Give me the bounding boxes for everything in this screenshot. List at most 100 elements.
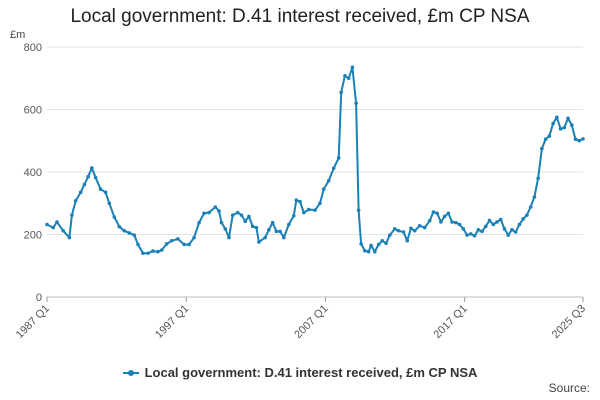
- data-point: [156, 249, 160, 254]
- data-point: [227, 235, 231, 240]
- data-point: [243, 219, 247, 224]
- data-point: [543, 137, 548, 141]
- source-label: Source:: [548, 381, 590, 395]
- data-point: [569, 123, 574, 127]
- data-point: [192, 235, 196, 240]
- data-point: [431, 210, 436, 214]
- data-point: [446, 211, 451, 216]
- data-point: [562, 125, 567, 130]
- y-tick-label: 400: [24, 167, 42, 179]
- data-point: [417, 223, 422, 228]
- data-point: [169, 238, 174, 243]
- data-point: [274, 229, 279, 234]
- y-axis-unit-label: £m: [10, 29, 26, 41]
- data-point: [207, 210, 211, 215]
- x-tick-label: 1997 Q1: [153, 303, 191, 341]
- data-point: [336, 156, 341, 160]
- data-point: [239, 213, 244, 217]
- data-point: [356, 208, 361, 212]
- data-point: [506, 233, 511, 237]
- data-point: [294, 198, 299, 202]
- data-point: [67, 235, 72, 240]
- data-point: [73, 198, 78, 203]
- data-point: [480, 229, 484, 234]
- data-point: [472, 233, 477, 238]
- data-point: [164, 242, 169, 246]
- data-point: [292, 213, 296, 218]
- data-point: [540, 146, 544, 151]
- data-point: [127, 231, 132, 235]
- data-point: [321, 187, 326, 191]
- data-point: [219, 220, 224, 225]
- legend-swatch-icon: [122, 369, 139, 376]
- data-point: [98, 187, 103, 191]
- data-point: [498, 217, 503, 222]
- data-point: [278, 229, 282, 234]
- data-point: [159, 248, 164, 252]
- data-point: [454, 220, 458, 225]
- data-point: [213, 205, 218, 209]
- data-point: [151, 249, 155, 253]
- data-point: [103, 190, 108, 195]
- data-point: [536, 176, 540, 181]
- data-point: [176, 237, 180, 241]
- data-point: [78, 190, 83, 195]
- data-point: [354, 101, 358, 106]
- data-point: [55, 220, 59, 224]
- data-point: [70, 213, 74, 217]
- data-point: [528, 205, 533, 209]
- data-point: [525, 213, 529, 217]
- data-point: [487, 218, 492, 223]
- data-point: [532, 195, 537, 199]
- data-point: [465, 233, 469, 237]
- data-point: [112, 215, 117, 219]
- data-point: [387, 233, 392, 237]
- data-point: [405, 238, 410, 243]
- data-point: [282, 235, 286, 240]
- data-point: [435, 211, 439, 216]
- data-point: [547, 134, 552, 138]
- data-point: [422, 225, 427, 230]
- data-point: [132, 233, 137, 237]
- data-point: [491, 222, 496, 227]
- data-point: [469, 232, 473, 236]
- data-point: [82, 182, 87, 187]
- data-point: [267, 228, 271, 232]
- data-point: [182, 242, 186, 247]
- data-point: [343, 73, 347, 78]
- data-point: [439, 220, 443, 224]
- data-point: [427, 218, 432, 223]
- data-point: [412, 228, 417, 233]
- data-point: [495, 220, 499, 224]
- data-point: [461, 227, 466, 231]
- data-point: [457, 222, 462, 227]
- data-point: [235, 210, 240, 215]
- x-tick-label: 1987 Q1: [14, 303, 52, 341]
- data-point: [117, 224, 122, 229]
- data-point: [366, 249, 371, 254]
- data-point: [45, 222, 49, 227]
- data-point: [566, 116, 570, 121]
- data-point: [254, 225, 259, 230]
- legend-label: Local government: D.41 interest received…: [144, 365, 478, 380]
- data-point: [257, 240, 261, 244]
- x-tick-label: 2007 Q1: [292, 303, 330, 341]
- data-point: [450, 220, 454, 224]
- data-point: [93, 175, 98, 180]
- y-tick-label: 200: [24, 230, 42, 242]
- data-point: [306, 207, 311, 212]
- y-tick-label: 0: [36, 292, 42, 304]
- data-point: [551, 121, 555, 126]
- data-point: [409, 226, 413, 231]
- data-point: [197, 220, 201, 225]
- data-point: [396, 228, 401, 233]
- data-point: [230, 213, 235, 217]
- x-tick-label: 2025 Q3: [550, 303, 588, 341]
- y-tick-label: 800: [24, 42, 42, 54]
- data-point: [376, 242, 381, 247]
- data-point: [369, 243, 373, 248]
- data-point: [350, 65, 355, 70]
- data-point: [61, 228, 66, 233]
- data-point: [202, 211, 206, 216]
- data-point: [301, 210, 306, 215]
